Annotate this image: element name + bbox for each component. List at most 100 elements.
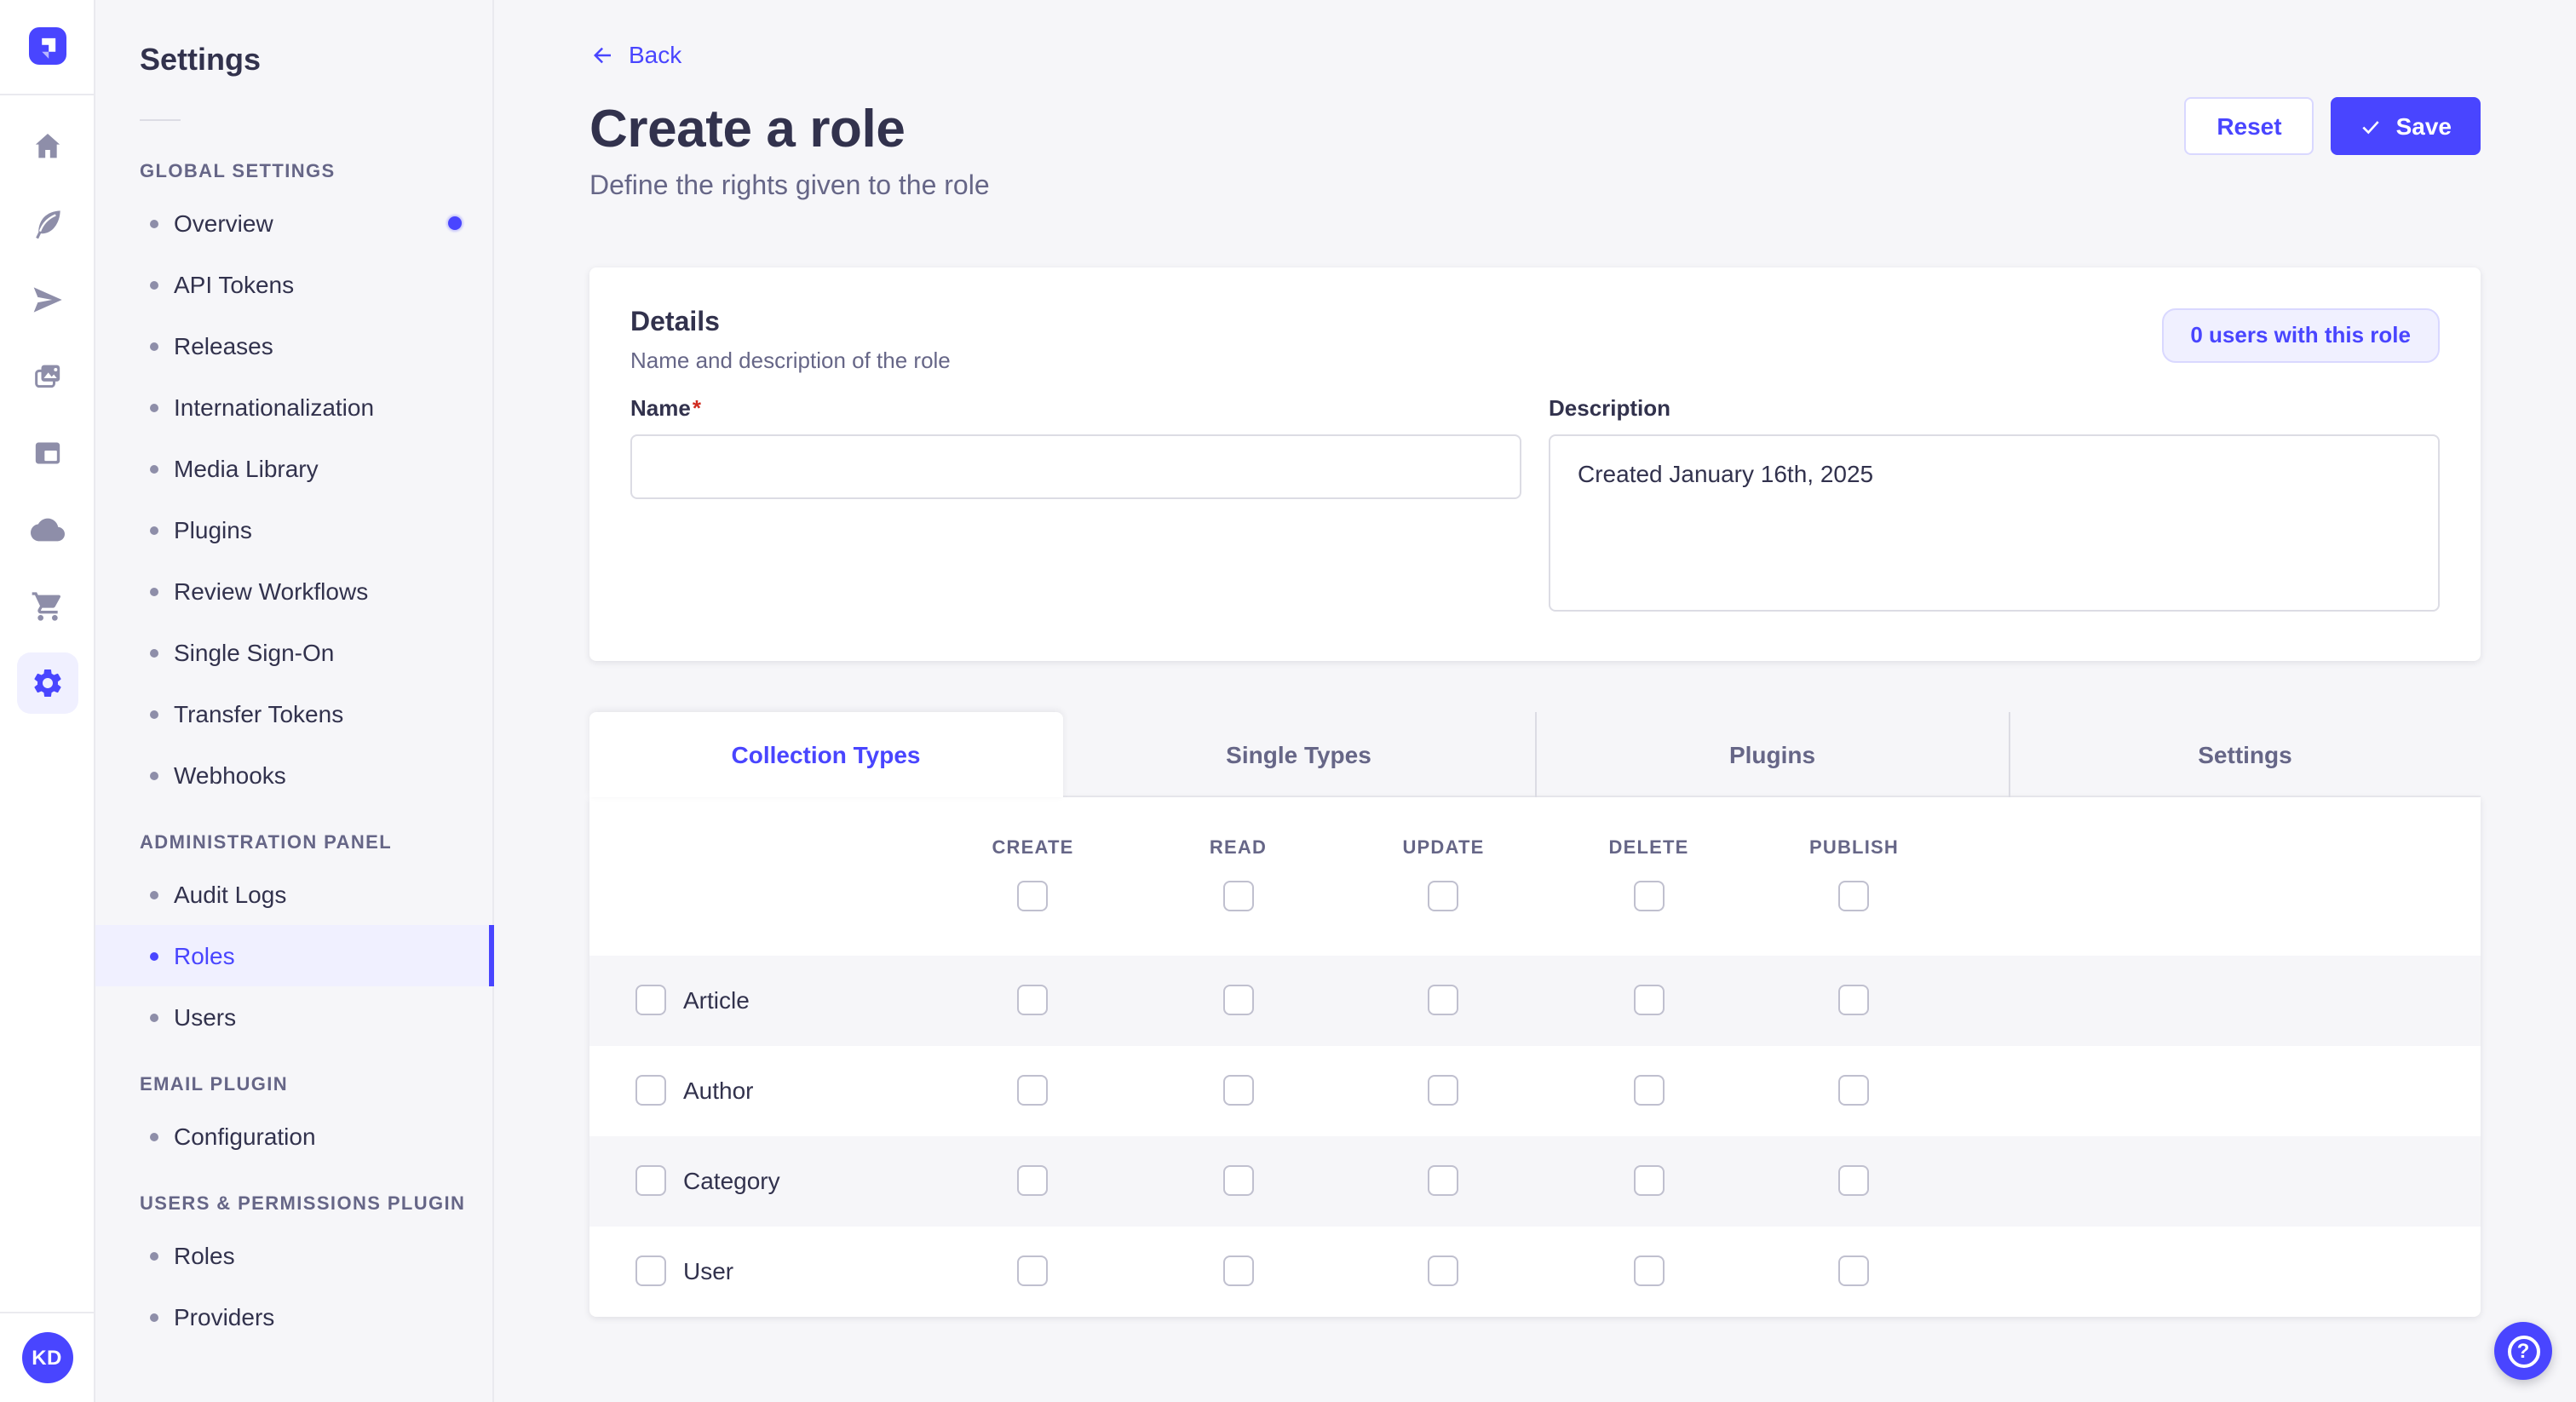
name-input[interactable] <box>630 434 1521 498</box>
sidebar-item-overview[interactable]: Overview <box>95 192 492 254</box>
sidebar-item-plugins[interactable]: Plugins <box>95 499 492 560</box>
main-content: Back Create a role Define the rights giv… <box>494 0 2576 1402</box>
sidebar-item-webhooks[interactable]: Webhooks <box>95 744 492 806</box>
sidebar-item-label: Webhooks <box>174 761 286 789</box>
sidebar-item-audit-logs[interactable]: Audit Logs <box>95 864 492 925</box>
category-delete-checkbox[interactable] <box>1633 1165 1665 1196</box>
category-create-checkbox[interactable] <box>1017 1165 1049 1196</box>
sidebar-item-internationalization[interactable]: Internationalization <box>95 376 492 438</box>
table-row-article: Article <box>589 955 2481 1045</box>
author-delete-checkbox[interactable] <box>1633 1075 1665 1106</box>
sidebar-item-api-tokens[interactable]: API Tokens <box>95 254 492 315</box>
sidebar-item-transfer-tokens[interactable]: Transfer Tokens <box>95 683 492 744</box>
select-all-update-checkbox[interactable] <box>1428 880 1459 911</box>
send-plane-icon[interactable] <box>16 269 78 330</box>
layout-icon[interactable] <box>16 422 78 484</box>
table-row-author: Author <box>589 1045 2481 1135</box>
column-header-update: UPDATE <box>1402 837 1485 858</box>
strapi-logo-icon[interactable] <box>28 27 66 65</box>
user-update-checkbox[interactable] <box>1428 1255 1459 1286</box>
save-button[interactable]: Save <box>2331 97 2481 155</box>
sidebar-section-email-plugin: EMAIL PLUGIN Configuration <box>95 1075 492 1167</box>
required-asterisk: * <box>692 394 701 420</box>
user-delete-checkbox[interactable] <box>1633 1255 1665 1286</box>
tab-single-types[interactable]: Single Types <box>1226 740 1371 767</box>
permissions-panel: CREATE READ UPDATE DELETE PUBLISH Ar <box>589 796 2481 1316</box>
check-icon <box>2363 120 2380 134</box>
bullet-icon <box>150 648 158 657</box>
author-update-checkbox[interactable] <box>1428 1075 1459 1106</box>
row-label: User <box>683 1257 734 1284</box>
row-checkbox[interactable] <box>635 1165 666 1196</box>
name-label: Name * <box>630 394 701 420</box>
sidebar-item-label: API Tokens <box>174 271 295 298</box>
bullet-icon <box>150 1313 158 1321</box>
content-manager-feather-icon[interactable] <box>16 192 78 254</box>
home-icon[interactable] <box>16 116 78 177</box>
media-library-icon[interactable] <box>16 346 78 407</box>
page-subtitle: Define the rights given to the role <box>589 171 990 200</box>
bullet-icon <box>150 771 158 779</box>
select-all-delete-checkbox[interactable] <box>1633 880 1665 911</box>
sidebar-section-users-permissions-plugin: USERS & PERMISSIONS PLUGIN Roles Provide… <box>95 1194 492 1347</box>
article-update-checkbox[interactable] <box>1428 985 1459 1015</box>
save-button-label: Save <box>2395 112 2452 140</box>
avatar[interactable]: KD <box>21 1332 72 1383</box>
row-label: Category <box>683 1167 780 1194</box>
author-read-checkbox[interactable] <box>1222 1075 1254 1106</box>
select-all-read-checkbox[interactable] <box>1222 880 1254 911</box>
question-mark-icon: ? <box>2507 1335 2539 1367</box>
article-read-checkbox[interactable] <box>1222 985 1254 1015</box>
bullet-icon <box>150 1132 158 1141</box>
article-publish-checkbox[interactable] <box>1838 985 1870 1015</box>
sidebar-item-roles-up[interactable]: Roles <box>95 1225 492 1286</box>
user-read-checkbox[interactable] <box>1222 1255 1254 1286</box>
author-publish-checkbox[interactable] <box>1838 1075 1870 1106</box>
reset-button[interactable]: Reset <box>2184 97 2314 155</box>
back-link[interactable]: Back <box>589 41 681 68</box>
row-checkbox[interactable] <box>635 985 666 1015</box>
tab-settings[interactable]: Settings <box>2008 711 2481 796</box>
cloud-icon[interactable] <box>16 499 78 560</box>
description-textarea[interactable]: Created January 16th, 2025 <box>1549 434 2440 611</box>
user-create-checkbox[interactable] <box>1017 1255 1049 1286</box>
tab-collection-types[interactable]: Collection Types <box>589 711 1062 796</box>
sidebar-item-users[interactable]: Users <box>95 986 492 1048</box>
rail-divider <box>0 94 94 95</box>
article-delete-checkbox[interactable] <box>1633 985 1665 1015</box>
bullet-icon <box>150 951 158 960</box>
sidebar-item-roles-admin[interactable]: Roles <box>95 925 494 986</box>
bullet-icon <box>150 1251 158 1260</box>
sidebar-item-label: Plugins <box>174 516 252 543</box>
page-title: Create a role <box>589 98 906 158</box>
sidebar-item-label: Releases <box>174 332 273 359</box>
marketplace-cart-icon[interactable] <box>16 576 78 637</box>
description-field-group: Description Created January 16th, 2025 <box>1549 393 2440 619</box>
sidebar-item-configuration[interactable]: Configuration <box>95 1106 492 1167</box>
select-all-publish-checkbox[interactable] <box>1838 880 1870 911</box>
article-create-checkbox[interactable] <box>1017 985 1049 1015</box>
row-checkbox[interactable] <box>635 1255 666 1286</box>
select-all-create-checkbox[interactable] <box>1017 880 1049 911</box>
section-title: ADMINISTRATION PANEL <box>140 833 393 853</box>
settings-gear-icon[interactable] <box>16 652 78 714</box>
nav-rail: KD <box>0 0 95 1402</box>
category-read-checkbox[interactable] <box>1222 1165 1254 1196</box>
users-with-role-badge[interactable]: 0 users with this role <box>2161 307 2440 362</box>
tab-plugins[interactable]: Plugins <box>1535 711 2008 796</box>
sidebar-item-single-sign-on[interactable]: Single Sign-On <box>95 622 492 683</box>
category-publish-checkbox[interactable] <box>1838 1165 1870 1196</box>
sidebar-item-label: Audit Logs <box>174 881 287 908</box>
help-button[interactable]: ? <box>2494 1322 2552 1380</box>
user-publish-checkbox[interactable] <box>1838 1255 1870 1286</box>
category-update-checkbox[interactable] <box>1428 1165 1459 1196</box>
permissions-tabs: Collection Types Single Types Plugins Se… <box>589 711 2481 796</box>
sidebar-item-media-library[interactable]: Media Library <box>95 438 492 499</box>
sidebar-item-releases[interactable]: Releases <box>95 315 492 376</box>
author-create-checkbox[interactable] <box>1017 1075 1049 1106</box>
bullet-icon <box>150 710 158 718</box>
row-checkbox[interactable] <box>635 1075 666 1106</box>
permissions-column-headers: CREATE READ UPDATE DELETE PUBLISH <box>589 796 2481 858</box>
sidebar-item-review-workflows[interactable]: Review Workflows <box>95 560 492 622</box>
sidebar-item-providers[interactable]: Providers <box>95 1286 492 1347</box>
